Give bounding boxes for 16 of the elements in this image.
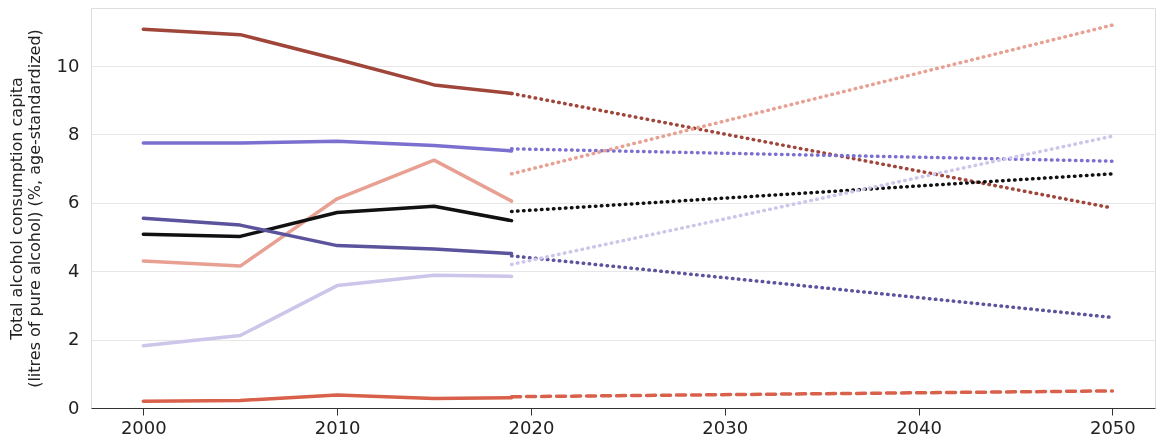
y-tick-label: 6 [68,191,80,213]
y-tick-label: 0 [68,396,80,418]
line-series [141,273,514,348]
y-tick-label: 8 [68,123,80,144]
x-tick-label: 2000 [120,416,167,438]
line-series [141,158,514,268]
x-tick-label: 2050 [1089,416,1136,438]
y-tick-label: 2 [68,328,80,350]
y-axis-title: Total alcohol consumption capita (litres of pure alcohol) (%, age-standardized) [6,29,44,388]
y-tick-label: 4 [68,259,80,281]
x-tick-label: 2020 [508,416,555,438]
x-tick-label: 2010 [314,416,361,438]
y-tick-label: 10 [56,54,80,76]
x-tick-label: 2040 [896,416,942,438]
x-tick-label: 2030 [702,416,749,438]
line-series [141,204,514,239]
